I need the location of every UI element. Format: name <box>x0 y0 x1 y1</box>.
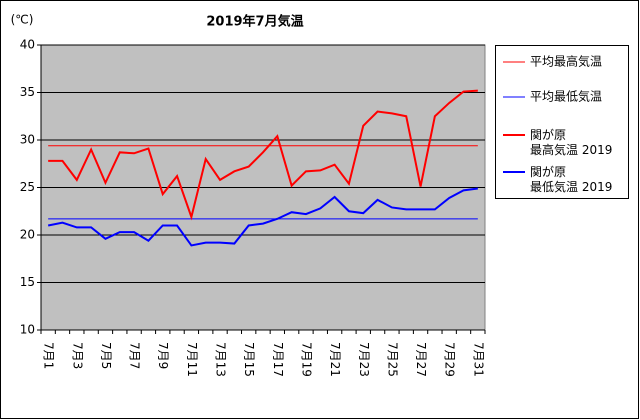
x-tick-label: 7月3 <box>70 342 84 369</box>
legend-label: 関が原最低気温 2019 <box>530 164 612 194</box>
x-tick-label: 7月7 <box>128 342 142 369</box>
legend-label: 平均最高気温 <box>530 54 602 69</box>
y-tick-label: 25 <box>20 180 35 194</box>
legend-label: 平均最低気温 <box>530 89 602 104</box>
y-unit: (℃) <box>11 13 34 27</box>
x-tick-label: 7月1 <box>42 342 56 369</box>
y-tick-label: 30 <box>20 133 35 147</box>
y-tick-label: 35 <box>20 85 35 99</box>
x-tick-label: 7月27 <box>414 342 428 377</box>
x-tick-label: 7月31 <box>471 342 485 377</box>
y-tick-label: 20 <box>20 228 35 242</box>
x-tick-label: 7月9 <box>156 342 170 369</box>
chart-title: 2019年7月気温 <box>206 14 303 30</box>
y-tick-label: 40 <box>20 38 35 52</box>
y-tick-label: 15 <box>20 275 35 289</box>
x-tick-label: 7月5 <box>99 342 113 369</box>
x-tick-label: 7月15 <box>242 342 256 377</box>
series-line <box>48 89 478 221</box>
x-tick-label: 7月19 <box>299 342 313 377</box>
x-tick-label: 7月21 <box>328 342 342 377</box>
x-tick-label: 7月29 <box>443 342 457 377</box>
legend-label: 関が原最高気温 2019 <box>530 127 612 157</box>
series-line <box>47 187 478 247</box>
x-tick-label: 7月13 <box>214 342 228 377</box>
x-tick-label: 7月23 <box>357 342 371 377</box>
x-tick-label: 7月11 <box>185 342 199 377</box>
x-tick-label: 7月17 <box>271 342 285 377</box>
y-tick-label: 10 <box>20 323 35 337</box>
x-tick-label: 7月25 <box>385 342 399 377</box>
